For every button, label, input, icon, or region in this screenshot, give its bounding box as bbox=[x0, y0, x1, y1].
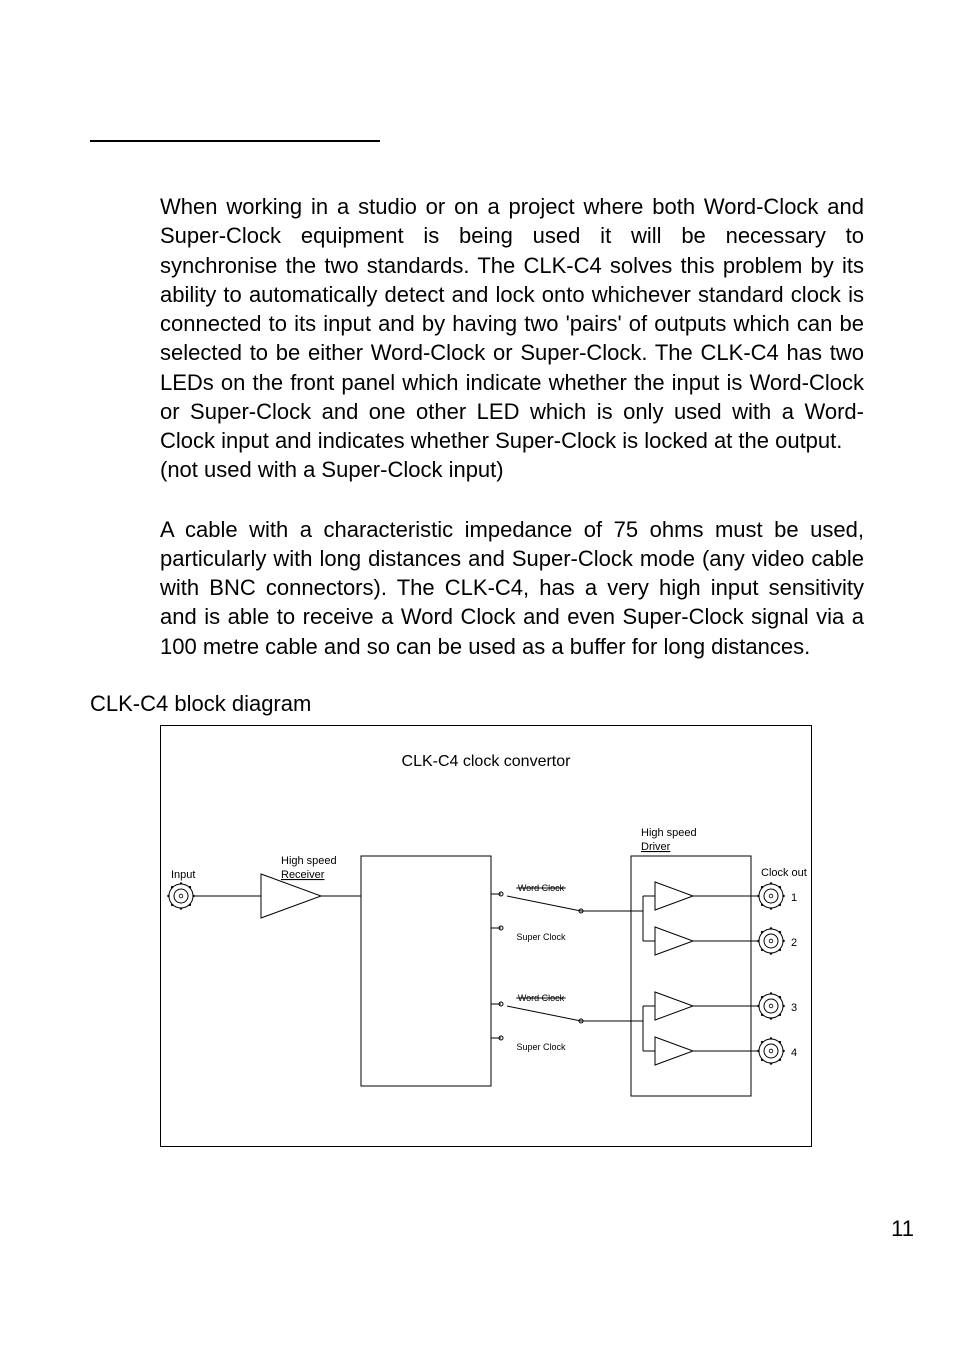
top-rule bbox=[90, 140, 380, 142]
svg-text:Input: Input bbox=[171, 869, 195, 881]
paragraph-1-text: When working in a studio or on a project… bbox=[160, 194, 864, 453]
svg-text:High speed: High speed bbox=[281, 855, 337, 867]
svg-text:Clock out: Clock out bbox=[761, 867, 807, 879]
svg-text:High speed: High speed bbox=[641, 827, 697, 839]
svg-text:2: 2 bbox=[791, 937, 797, 949]
paragraph-2: A cable with a characteristic impedance … bbox=[160, 515, 864, 661]
svg-text:4: 4 bbox=[791, 1047, 797, 1059]
block-diagram: CLK-C4 clock convertor Input High speed Rec… bbox=[160, 725, 812, 1147]
svg-text:Super Clock: Super Clock bbox=[516, 1042, 566, 1052]
svg-text:3: 3 bbox=[791, 1002, 797, 1014]
diagram-svg: CLK-C4 clock convertor Input High speed Rec… bbox=[161, 726, 811, 1146]
paragraph-1b-text: (not used with a Super-Clock input) bbox=[160, 457, 504, 482]
svg-text:1: 1 bbox=[791, 892, 797, 904]
paragraph-1: When working in a studio or on a project… bbox=[160, 192, 864, 485]
page: When working in a studio or on a project… bbox=[0, 0, 954, 1352]
page-number: 11 bbox=[891, 1216, 914, 1242]
svg-text:CLK-C4 clock convertor: CLK-C4 clock convertor bbox=[402, 753, 572, 770]
diagram-caption: CLK-C4 block diagram bbox=[90, 691, 864, 717]
svg-text:Driver: Driver bbox=[641, 841, 671, 853]
svg-text:Super Clock: Super Clock bbox=[516, 932, 566, 942]
svg-text:Receiver: Receiver bbox=[281, 869, 325, 881]
